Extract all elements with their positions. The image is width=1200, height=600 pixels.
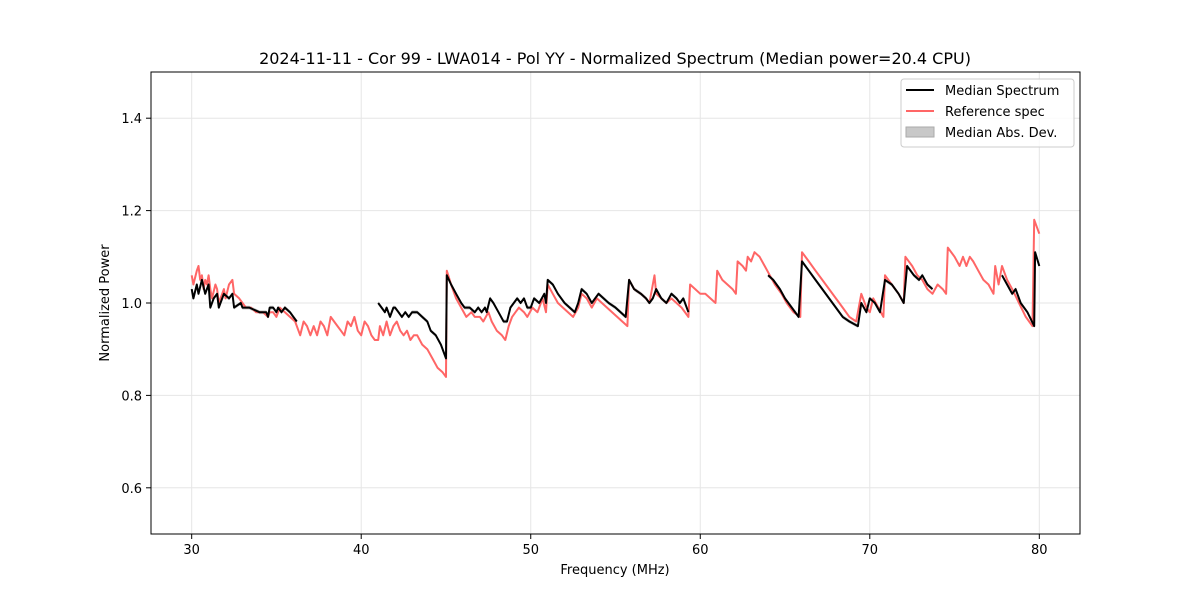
x-tick-label: 70 (862, 543, 879, 558)
chart-title: 2024-11-11 - Cor 99 - LWA014 - Pol YY - … (259, 49, 971, 68)
median-spectrum-line (767, 260, 934, 328)
x-tick-label: 40 (353, 543, 370, 558)
legend-median-label: Median Spectrum (945, 84, 1059, 99)
x-tick-label: 30 (183, 543, 200, 558)
median-spectrum-line (377, 274, 690, 360)
median-spectrum-line (1001, 251, 1041, 328)
legend-reference-label: Reference spec (945, 105, 1045, 120)
legend-mad-label: Median Abs. Dev. (945, 126, 1057, 141)
y-tick-label: 0.6 (121, 482, 142, 497)
y-tick-label: 1.2 (121, 205, 142, 220)
x-tick-label: 50 (522, 543, 539, 558)
series-layer (190, 218, 1041, 378)
x-tick-label: 80 (1031, 543, 1048, 558)
reference-spectrum-line (190, 218, 1041, 378)
median-spectrum-line (190, 278, 298, 323)
x-tick-label: 60 (692, 543, 709, 558)
y-axis: 0.6 0.8 1.0 1.2 1.4 (121, 112, 151, 497)
y-tick-label: 1.0 (121, 297, 142, 312)
y-tick-label: 1.4 (121, 112, 142, 127)
y-tick-label: 0.8 (121, 389, 142, 404)
legend-mad-swatch (905, 126, 935, 138)
y-axis-label: Normalized Power (98, 244, 113, 362)
legend: Median Spectrum Reference spec Median Ab… (900, 78, 1075, 148)
x-axis-label: Frequency (MHz) (560, 563, 669, 578)
legend-box (900, 78, 1075, 148)
x-axis: 30 40 50 60 70 80 (183, 534, 1048, 558)
